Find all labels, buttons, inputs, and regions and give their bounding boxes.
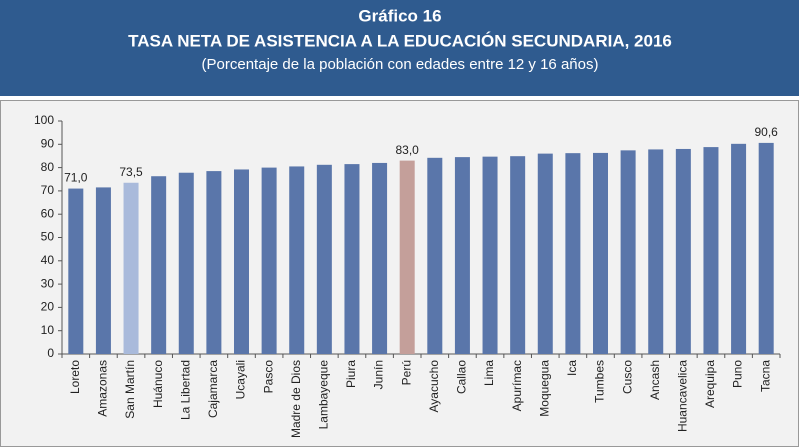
y-tick-label: 10 xyxy=(41,323,55,337)
x-tick-label: Puno xyxy=(731,360,745,388)
x-tick-label: Callao xyxy=(455,360,469,394)
x-tick-label: Madre de Dios xyxy=(289,360,303,438)
x-tick-label: Piura xyxy=(344,360,358,388)
bar xyxy=(454,157,470,354)
bar xyxy=(593,152,608,354)
x-tick-label: Arequipa xyxy=(703,360,717,408)
x-tick-label: Apurímac xyxy=(510,360,524,411)
bar xyxy=(206,171,222,354)
bar xyxy=(648,149,664,354)
chart-subtitle: TASA NETA DE ASISTENCIA A LA EDUCACIÓN S… xyxy=(128,31,672,50)
value-label: 73,5 xyxy=(119,165,143,179)
x-tick-label: Pasco xyxy=(261,360,275,394)
bar xyxy=(482,156,498,354)
y-tick-label: 50 xyxy=(41,230,55,244)
bar xyxy=(703,147,719,354)
x-tick-label: Amazonas xyxy=(96,360,110,417)
x-tick-label: Cusco xyxy=(620,360,634,394)
bar xyxy=(620,150,636,354)
bar xyxy=(675,148,691,354)
bar xyxy=(565,153,581,354)
x-tick-label: Tacna xyxy=(758,360,772,392)
y-tick-label: 0 xyxy=(47,346,54,360)
y-tick-label: 70 xyxy=(41,183,55,197)
value-label: 71,0 xyxy=(64,171,88,185)
y-tick-label: 60 xyxy=(41,206,55,220)
value-label: 90,6 xyxy=(755,125,779,139)
y-tick-label: 30 xyxy=(41,276,55,290)
x-tick-label: Huancavelica xyxy=(676,360,690,432)
x-tick-label: Junín xyxy=(372,360,386,389)
bar xyxy=(427,157,443,354)
x-tick-label: Lambayeque xyxy=(317,360,331,430)
bar xyxy=(123,182,139,354)
bar xyxy=(289,166,305,354)
bar xyxy=(399,160,415,354)
x-tick-label: Loreto xyxy=(68,360,82,394)
y-tick-label: 90 xyxy=(41,136,55,150)
x-tick-label: San Martín xyxy=(123,360,137,419)
y-tick-label: 80 xyxy=(41,160,55,174)
y-tick-label: 100 xyxy=(34,113,54,127)
bar xyxy=(178,172,194,354)
x-tick-label: Cajamarca xyxy=(206,360,220,418)
bar xyxy=(758,142,774,354)
value-label: 83,0 xyxy=(396,143,420,157)
bar xyxy=(234,169,249,354)
x-tick-label: Moquegua xyxy=(537,360,551,417)
y-tick-label: 20 xyxy=(41,300,55,314)
bar xyxy=(151,176,167,354)
x-tick-label: La Libertad xyxy=(178,360,192,420)
x-tick-label: Ancash xyxy=(648,360,662,400)
x-tick-label: Tumbes xyxy=(593,360,607,403)
bar xyxy=(261,167,277,354)
x-tick-label: Perú xyxy=(399,360,413,385)
bar xyxy=(68,188,84,354)
x-tick-label: Huánuco xyxy=(151,360,165,408)
bar xyxy=(316,164,332,354)
x-tick-label: Lima xyxy=(482,360,496,386)
bar xyxy=(731,143,747,354)
chart-title: Gráfico 16 xyxy=(358,6,441,25)
header-band xyxy=(0,0,799,96)
x-tick-label: Ayacucho xyxy=(427,360,441,413)
chart-note: (Porcentaje de la población con edades e… xyxy=(202,56,599,73)
bar xyxy=(344,164,360,354)
x-tick-label: Ucayali xyxy=(234,360,248,399)
bar xyxy=(510,156,526,354)
bar xyxy=(537,153,553,354)
y-tick-label: 40 xyxy=(41,253,55,267)
bar xyxy=(95,187,111,354)
bar xyxy=(372,162,388,354)
x-tick-label: Ica xyxy=(565,360,579,376)
